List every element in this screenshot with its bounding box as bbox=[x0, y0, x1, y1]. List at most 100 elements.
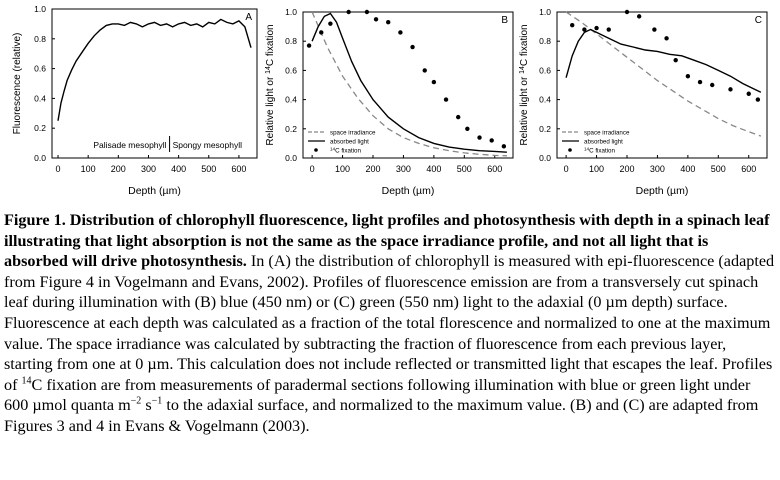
fixation-point bbox=[410, 44, 415, 50]
fixation-point bbox=[456, 114, 461, 120]
fixation-point bbox=[328, 21, 333, 26]
fixation-point bbox=[685, 74, 691, 79]
caption-sup-s1: −1 bbox=[151, 395, 163, 407]
y-tick-label: 1.0 bbox=[539, 7, 551, 17]
fixation-point bbox=[710, 82, 715, 88]
legend-label: space irradiance bbox=[330, 130, 376, 137]
y-tick-label: 0.8 bbox=[539, 36, 551, 46]
fixation-point bbox=[386, 20, 391, 25]
fluorescence-line bbox=[57, 18, 252, 121]
plot-frame bbox=[556, 11, 768, 159]
figure-panels: 0 100 200 300 400 500 600 0.0 0.2 0.4 0.6 0.8 1.0 Dep… bbox=[0, 0, 780, 205]
legend-label: absorbed light bbox=[584, 139, 623, 146]
y-axis-title: Relative light or 14C fixation bbox=[265, 24, 276, 145]
x-tick-label: 600 bbox=[487, 164, 502, 174]
panel-letter: A bbox=[245, 12, 252, 23]
x-tick-label: 200 bbox=[619, 164, 634, 174]
fixation-point bbox=[501, 144, 507, 149]
x-tick-label: 100 bbox=[81, 164, 96, 174]
figure-caption: Figure 1. Distribution of chlorophyll fl… bbox=[4, 210, 776, 437]
y-tick-label: 0.2 bbox=[539, 124, 551, 134]
fixation-point bbox=[431, 79, 437, 85]
y-axis-title: Fluorescence (relative) bbox=[12, 33, 23, 135]
fixation-point bbox=[319, 30, 324, 35]
space-irradiance-line bbox=[565, 11, 762, 137]
fixation-point bbox=[673, 57, 678, 63]
x-tick-label: 200 bbox=[365, 164, 380, 174]
x-axis-title: Depth (µm) bbox=[636, 185, 689, 197]
fixation-point bbox=[443, 97, 449, 102]
fixation-point bbox=[489, 138, 494, 143]
legend-label: space irradiance bbox=[584, 130, 630, 137]
fixation-point bbox=[398, 30, 403, 35]
fixation-point bbox=[636, 14, 642, 19]
y-tick-label: 0.4 bbox=[285, 95, 297, 105]
fixation-point bbox=[346, 9, 351, 15]
y-tick-label: 1.0 bbox=[34, 4, 46, 14]
chart-panel-A: 0 100 200 300 400 500 600 0.0 0.2 0.4 0.6 0.8 1.0 Dep… bbox=[12, 4, 258, 197]
x-tick-label: 0 bbox=[56, 164, 61, 174]
fixation-point bbox=[624, 9, 630, 15]
y-tick-label: 0.6 bbox=[285, 65, 297, 75]
x-tick-label: 300 bbox=[141, 164, 156, 174]
legend-marker-points bbox=[314, 148, 318, 152]
y-tick-label: 0.8 bbox=[285, 36, 297, 46]
x-axis-title: Depth (µm) bbox=[382, 185, 435, 197]
caption-bold: Figure 1. Distribution of chlorophyll fl… bbox=[4, 211, 770, 271]
x-tick-label: 600 bbox=[741, 164, 756, 174]
y-tick-label: 0.2 bbox=[34, 123, 46, 133]
x-tick-label: 300 bbox=[396, 164, 411, 174]
y-tick-label: 0.6 bbox=[34, 64, 46, 74]
x-axis-title: Depth (µm) bbox=[128, 185, 181, 197]
legend-marker-points bbox=[568, 148, 572, 152]
space-irradiance-line bbox=[311, 11, 507, 157]
fixation-point bbox=[697, 79, 703, 85]
y-tick-label: 0.6 bbox=[539, 65, 551, 75]
x-tick-label: 600 bbox=[231, 164, 246, 174]
x-tick-label: 200 bbox=[111, 164, 126, 174]
fixation-point bbox=[664, 36, 669, 41]
fixation-point bbox=[652, 27, 657, 32]
y-tick-label: 0.2 bbox=[285, 124, 297, 134]
fixation-point bbox=[306, 43, 312, 48]
plot-frame bbox=[302, 11, 514, 159]
x-tick-label: 100 bbox=[335, 164, 350, 174]
fixation-point bbox=[594, 25, 599, 31]
legend-label: 14C fixation bbox=[584, 147, 615, 155]
y-tick-label: 0.8 bbox=[34, 34, 46, 44]
x-tick-label: 100 bbox=[589, 164, 604, 174]
caption-sup-m2: −2 bbox=[130, 395, 142, 407]
x-tick-label: 500 bbox=[711, 164, 726, 174]
y-axis-title: Relative light or 14C fixation bbox=[519, 24, 530, 145]
fixation-point bbox=[465, 126, 470, 131]
chart-panel-C: 0 100 200 300 400 500 600 0.0 0.2 0.4 0.6 0.8 1.0 Dep… bbox=[519, 7, 768, 197]
legend-label: 14C fixation bbox=[330, 147, 361, 155]
fixation-point bbox=[570, 22, 575, 28]
y-tick-label: 0.0 bbox=[539, 153, 551, 163]
y-tick-label: 0.0 bbox=[285, 153, 297, 163]
x-tick-label: 500 bbox=[457, 164, 472, 174]
fixation-point bbox=[746, 91, 751, 96]
fixation-point bbox=[606, 27, 611, 32]
plot-frame bbox=[51, 8, 258, 159]
absorbed-light-line bbox=[311, 12, 507, 153]
x-tick-label: 400 bbox=[680, 164, 695, 174]
panel-letter: C bbox=[755, 15, 762, 26]
caption-sup-14: 14 bbox=[21, 375, 32, 387]
y-tick-label: 0.4 bbox=[539, 95, 551, 105]
fixation-point bbox=[582, 27, 587, 32]
fixation-point bbox=[728, 87, 733, 92]
spongy-label: Spongy mesophyll bbox=[173, 140, 243, 150]
fixation-point bbox=[422, 68, 427, 73]
caption-text-2: C fixation are from measurements of para… bbox=[4, 375, 751, 415]
legend-label: absorbed light bbox=[330, 139, 369, 146]
chart-panels-svg: 0 100 200 300 400 500 600 0.0 0.2 0.4 0.6 0.8 1.0 Dep… bbox=[12, 4, 768, 197]
fixation-point bbox=[373, 17, 379, 22]
caption-text-4: to the adaxial surface, and normalized t… bbox=[4, 396, 759, 435]
x-tick-label: 0 bbox=[310, 164, 315, 174]
fixation-point bbox=[364, 9, 370, 15]
x-tick-label: 400 bbox=[171, 164, 186, 174]
fixation-point bbox=[477, 135, 482, 140]
y-tick-label: 0.4 bbox=[34, 93, 46, 103]
chart-panel-B: 0 100 200 300 400 500 600 0.0 0.2 0.4 0.6 0.8 1.0 Dep… bbox=[265, 7, 514, 197]
